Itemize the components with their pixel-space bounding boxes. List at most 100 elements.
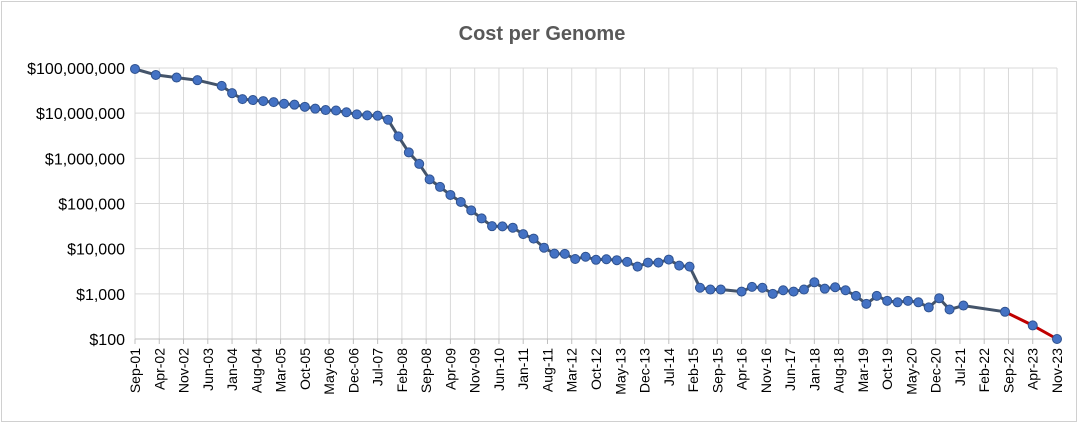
x-axis-tick-labels: Sep-01 Apr-02 Nov-02 Jun-03 Jan-04 Aug-04 Mar-… [127,348,1065,395]
x-tick-label: Jul-21 [952,348,968,386]
x-tick-label: Sep-01 [127,348,143,393]
data-point [372,110,383,121]
data-point [861,298,872,309]
data-point [663,254,674,265]
data-point [247,95,258,106]
x-tick-label: May-06 [321,348,337,395]
data-point [362,110,373,121]
data-point [150,69,161,80]
x-tick-label: Aug-11 [539,348,555,392]
y-axis-tick-labels: $100 $1,000 $10,000 $100,000 $1,000,000 $10,0… [27,61,125,349]
data-points [130,63,1062,344]
data-point [299,101,310,112]
x-tick-label: May-13 [612,348,628,395]
x-tick-label: Nov-02 [176,348,192,393]
data-point [192,75,203,86]
data-point [393,131,404,142]
series-line-historical [134,67,1006,314]
data-point [809,277,820,288]
data-point [383,114,394,125]
y-tick-label: $1,000 [76,287,125,304]
data-point [736,286,747,297]
data-point [171,72,182,83]
data-point [403,147,414,158]
x-tick-label: Sep-22 [1000,348,1016,393]
data-point [819,283,830,294]
data-point [913,297,924,308]
x-tick-label: Nov-16 [758,348,774,393]
x-tick-label: Oct-12 [588,348,604,390]
data-point [476,213,487,224]
x-tick-label: Feb-22 [976,348,992,393]
data-point [923,302,934,313]
y-tick-label: $10,000,000 [36,106,125,123]
data-point [840,285,851,296]
x-tick-label: Feb-15 [685,348,701,393]
x-tick-label: Jun-10 [491,348,507,391]
data-point [778,285,789,296]
data-point [518,229,529,240]
x-tick-label: Jul-14 [661,348,677,386]
y-tick-label: $100,000,000 [27,61,125,78]
x-tick-label: Oct-05 [297,348,313,390]
data-point [944,304,955,315]
x-tick-label: Apr-16 [734,348,750,390]
data-point [767,288,778,299]
data-point [580,251,591,262]
x-tick-label: Feb-08 [394,348,410,393]
x-tick-label: Oct-19 [879,348,895,390]
data-point [310,103,321,114]
x-tick-label: Jan-11 [515,348,531,390]
data-point [445,189,456,200]
data-point [882,295,893,306]
data-point [216,80,227,91]
x-tick-label: Dec-06 [345,348,361,393]
x-tick-label: Mar-12 [564,348,580,393]
data-point [487,221,498,232]
data-point [539,242,550,253]
data-point [1052,334,1062,344]
data-point [424,174,435,185]
data-point [632,261,643,272]
data-point [850,290,861,301]
x-tick-label: Aug-18 [831,348,847,393]
data-point [798,284,809,295]
data-point [570,254,581,265]
gridlines [134,67,1058,344]
data-point [757,282,768,293]
data-point [694,282,705,293]
x-tick-label: Sep-15 [709,348,725,393]
data-point [351,109,362,120]
data-point [289,99,300,110]
x-tick-label: Jan-04 [224,348,240,391]
data-point [684,261,695,272]
y-tick-label: $100,000 [58,197,125,214]
data-point [497,221,508,232]
x-tick-label: Jul-07 [370,348,386,386]
data-point [902,295,913,306]
y-tick-label: $100 [89,332,125,349]
data-point [788,286,799,297]
x-tick-label: May-20 [903,348,919,395]
x-tick-label: Mar-19 [855,348,871,393]
data-point [435,181,446,192]
x-tick-label: Mar-05 [273,348,289,393]
data-point [237,94,248,105]
x-tick-label: Dec-13 [637,348,653,393]
data-point [258,96,269,107]
data-point [674,260,685,271]
data-point [559,248,570,259]
x-tick-label: Apr-09 [442,348,458,390]
data-point [892,297,903,308]
data-point [341,107,352,118]
data-point [622,256,633,267]
data-point [830,282,841,293]
data-point [279,98,290,109]
data-point [591,254,601,265]
x-tick-label: Apr-02 [151,348,167,390]
data-point [746,281,757,292]
data-point [611,255,622,266]
x-tick-label: Apr-23 [1025,348,1041,390]
